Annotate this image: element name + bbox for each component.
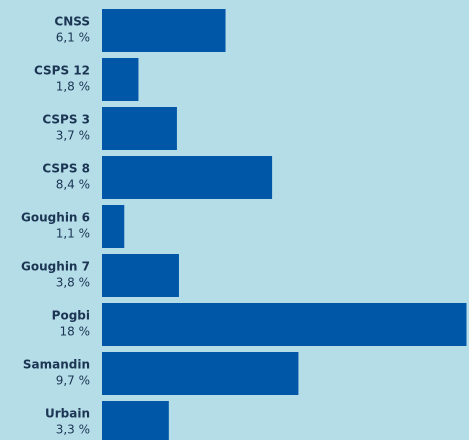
category-label: Pogbi xyxy=(52,309,90,323)
bar xyxy=(102,352,299,395)
value-label: 1,8 % xyxy=(56,80,90,94)
category-label: Samandin xyxy=(23,358,90,372)
value-label: 1,1 % xyxy=(56,227,90,241)
value-label: 3,3 % xyxy=(56,423,90,437)
bar xyxy=(102,205,125,248)
bar xyxy=(102,254,179,297)
value-label: 9,7 % xyxy=(56,374,90,388)
category-label: CNSS xyxy=(54,15,90,29)
category-label: CSPS 8 xyxy=(42,162,90,176)
bar xyxy=(102,58,139,101)
bar xyxy=(102,303,467,346)
category-label: Goughin 7 xyxy=(21,260,90,274)
category-label: CSPS 3 xyxy=(42,113,90,127)
category-label: Urbain xyxy=(45,407,90,421)
value-label: 8,4 % xyxy=(56,178,90,192)
bar xyxy=(102,107,177,150)
value-label: 6,1 % xyxy=(56,31,90,45)
category-label: Goughin 6 xyxy=(21,211,90,225)
bar xyxy=(102,401,169,440)
bar xyxy=(102,9,226,52)
value-label: 3,7 % xyxy=(56,129,90,143)
bar xyxy=(102,156,273,199)
category-label: CSPS 12 xyxy=(34,64,90,78)
value-label: 18 % xyxy=(60,325,91,339)
value-label: 3,8 % xyxy=(56,276,90,290)
